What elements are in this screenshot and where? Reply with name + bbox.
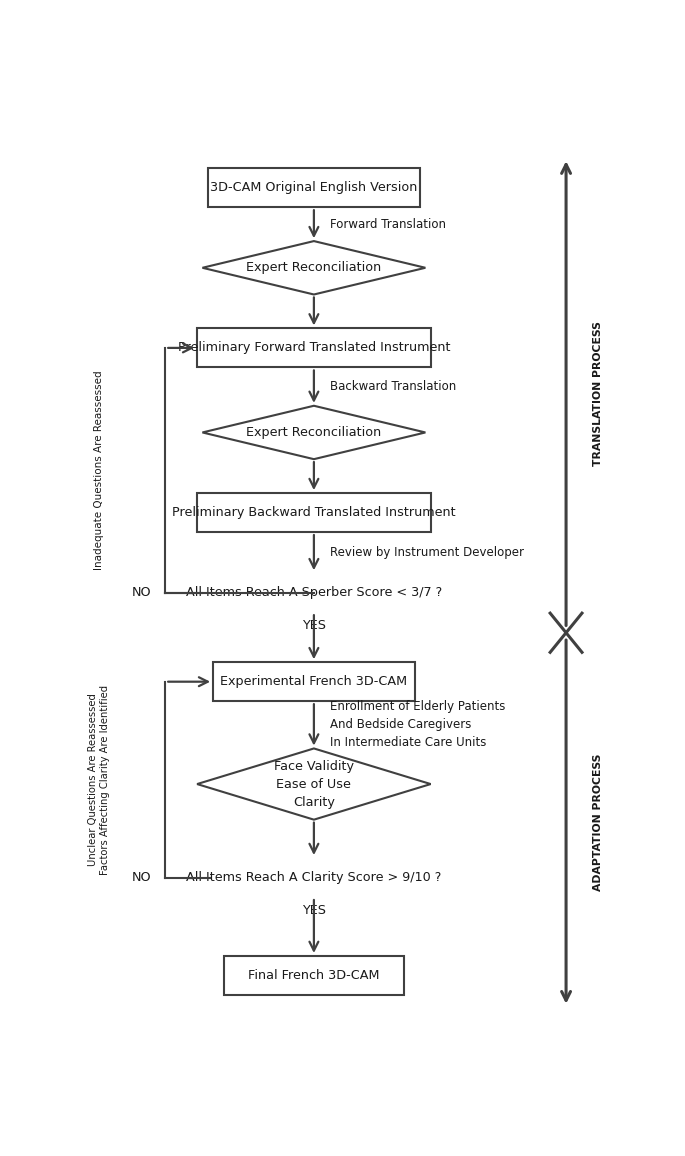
Text: NO: NO: [132, 870, 151, 884]
Bar: [208, 168, 420, 207]
Text: YES: YES: [302, 620, 326, 632]
Polygon shape: [197, 748, 431, 820]
Bar: [213, 662, 415, 702]
Text: Experimental French 3D-CAM: Experimental French 3D-CAM: [221, 675, 408, 688]
Text: Backward Translation: Backward Translation: [329, 380, 456, 393]
Text: Face Validity
Ease of Use
Clarity: Face Validity Ease of Use Clarity: [274, 759, 354, 808]
Text: Final French 3D-CAM: Final French 3D-CAM: [248, 969, 379, 981]
Text: Expert Reconciliation: Expert Reconciliation: [247, 425, 382, 439]
Text: Inadequate Questions Are Reassessed: Inadequate Questions Are Reassessed: [94, 370, 104, 570]
Polygon shape: [203, 242, 425, 295]
Text: All Items Reach A Sperber Score < 3/7 ?: All Items Reach A Sperber Score < 3/7 ?: [186, 586, 442, 599]
Bar: [197, 492, 431, 532]
Text: ADAPTATION PROCESS: ADAPTATION PROCESS: [593, 754, 603, 890]
Text: YES: YES: [302, 904, 326, 917]
Text: All Items Reach A Clarity Score > 9/10 ?: All Items Reach A Clarity Score > 9/10 ?: [186, 870, 442, 884]
Text: Unclear Questions Are Reassessed
Factors Affecting Clarity Are Identified: Unclear Questions Are Reassessed Factors…: [88, 684, 110, 875]
Text: Expert Reconciliation: Expert Reconciliation: [247, 261, 382, 274]
Text: Forward Translation: Forward Translation: [329, 217, 446, 231]
Text: Enrollment of Elderly Patients
And Bedside Caregivers
In Intermediate Care Units: Enrollment of Elderly Patients And Bedsi…: [329, 701, 506, 749]
Text: NO: NO: [132, 586, 151, 599]
Bar: [223, 956, 404, 995]
Polygon shape: [203, 406, 425, 459]
Text: TRANSLATION PROCESS: TRANSLATION PROCESS: [593, 321, 603, 466]
Text: Review by Instrument Developer: Review by Instrument Developer: [329, 546, 524, 560]
Text: Preliminary Forward Translated Instrument: Preliminary Forward Translated Instrumen…: [177, 341, 450, 355]
Text: 3D-CAM Original English Version: 3D-CAM Original English Version: [210, 181, 418, 194]
Text: Preliminary Backward Translated Instrument: Preliminary Backward Translated Instrume…: [172, 506, 456, 519]
Bar: [197, 328, 431, 368]
